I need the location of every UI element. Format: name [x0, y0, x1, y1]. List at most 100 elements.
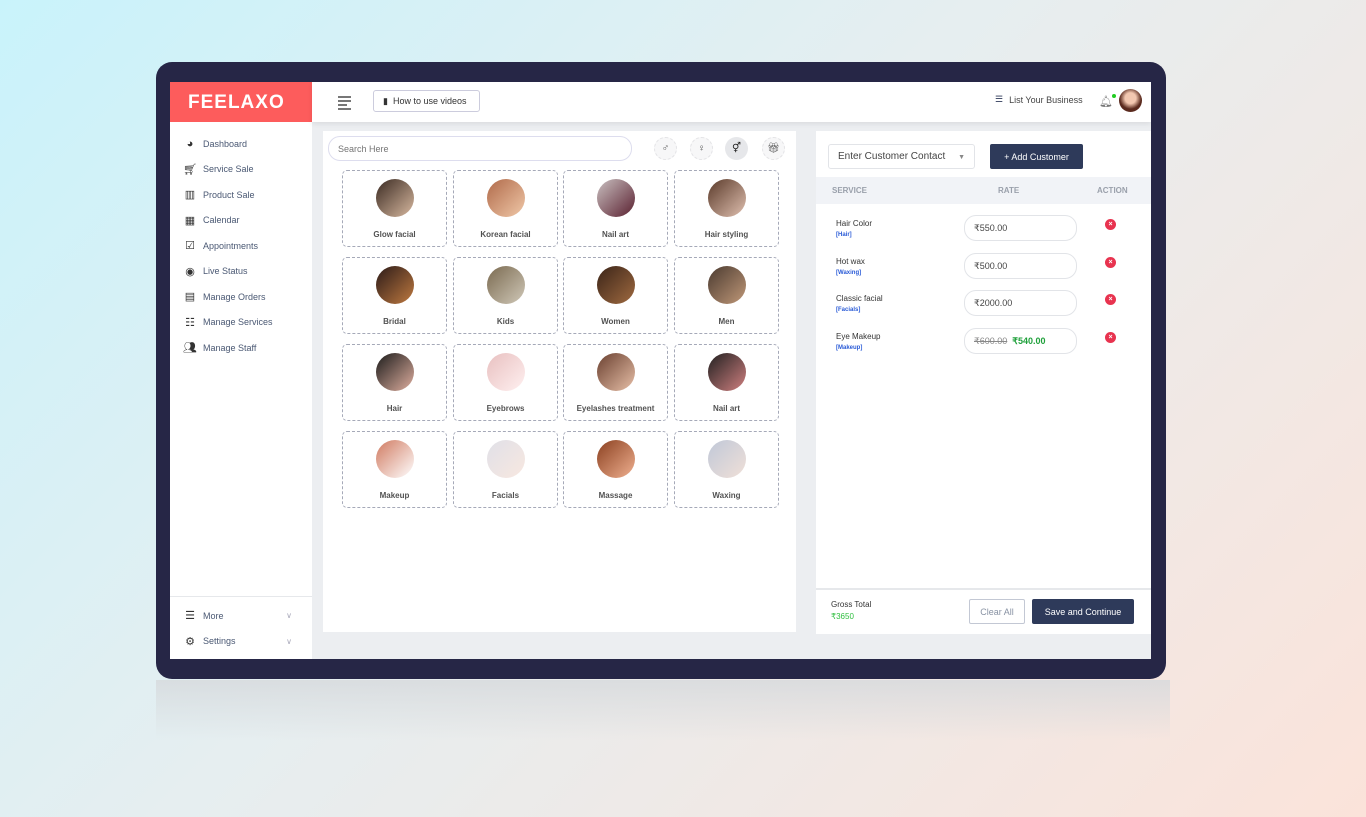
list-business-link[interactable]: ☰ List Your Business [995, 94, 1083, 105]
category-label: Eyelashes treatment [576, 404, 655, 413]
save-continue-button[interactable]: Save and Continue [1032, 599, 1134, 624]
bell-icon[interactable]: 🔔︎ [1099, 94, 1116, 108]
header-action: ACTION [1097, 186, 1128, 195]
sidebar-item-dashboard[interactable]: ◕ Dashboard [170, 131, 312, 157]
service-name: Hair Color [836, 219, 873, 228]
category-label: Hair styling [704, 230, 749, 239]
filter-unisex-button[interactable]: ⚥ [725, 137, 748, 160]
service-category: [Makeup] [836, 344, 863, 351]
category-image [375, 440, 414, 478]
service-name: Classic facial [836, 294, 883, 303]
cart-icon: 🛒︎ [183, 163, 197, 176]
sidebar-item-settings[interactable]: ⚙ Settings ∨ [170, 629, 312, 655]
category-card[interactable]: Korean facial [453, 170, 558, 247]
table-row: Classic facial [Facials] ₹2000.00 × [816, 290, 1151, 332]
list-icon: ☷ [185, 316, 195, 329]
rate-input[interactable]: ₹550.00 [964, 215, 1077, 241]
gift-icon: 🎁︎ [767, 143, 780, 154]
category-card[interactable]: Men [674, 257, 779, 334]
category-label: Korean facial [480, 230, 531, 239]
topbar: ▮ How to use videos ☰ List Your Business 🔔… [312, 82, 1151, 122]
customer-contact-select[interactable]: Enter Customer Contact ▼ [828, 144, 975, 169]
table-header: SERVICE RATE ACTION [816, 177, 1151, 204]
category-card[interactable]: Nail art [674, 344, 779, 421]
category-image [707, 440, 746, 478]
category-label: Nail art [601, 230, 630, 239]
header-service: SERVICE [832, 186, 867, 195]
table-row: Hair Color [Hair] ₹550.00 × [816, 215, 1151, 257]
chevron-down-icon: ▼ [958, 154, 965, 161]
logo: FEELAXO [170, 82, 312, 122]
rate-input[interactable]: ₹500.00 [964, 252, 1077, 279]
category-image [375, 353, 414, 391]
category-card[interactable]: Hair styling [674, 170, 779, 247]
sidebar-item-appointments[interactable]: ☑ Appointments [170, 233, 312, 259]
sidebar-item-manage-services[interactable]: ☷ Manage Services [170, 310, 312, 336]
how-to-videos-button[interactable]: ▮ How to use videos [373, 90, 480, 112]
sidebar-item-live-status[interactable]: ◉ Live Status [170, 259, 312, 285]
sidebar-item-more[interactable]: ☰ More ∨ [170, 603, 312, 629]
table-row: Hot wax [Waxing] ₹500.00 × [816, 252, 1151, 295]
chevron-down-icon: ∨ [286, 636, 292, 646]
category-card[interactable]: Waxing [674, 431, 779, 508]
add-customer-button[interactable]: + Add Customer [990, 144, 1083, 169]
category-label: Nail art [712, 404, 741, 413]
sidebar-item-calendar[interactable]: ▦ Calendar [170, 208, 312, 234]
hamburger-menu-icon[interactable] [338, 96, 351, 112]
gauge-icon: ◕ [186, 137, 194, 150]
category-card[interactable]: Bridal [342, 257, 447, 334]
category-label: Facials [491, 491, 520, 500]
filter-gift-button[interactable]: 🎁︎ [762, 137, 785, 160]
eye-icon: ◉ [185, 265, 195, 278]
category-image [707, 179, 746, 217]
sidebar-item-manage-orders[interactable]: ▤ Manage Orders [170, 284, 312, 310]
sidebar-item-service-sale[interactable]: 🛒︎ Service Sale [170, 157, 312, 183]
server-icon: ☰ [995, 94, 1004, 104]
category-card[interactable]: Eyebrows [453, 344, 558, 421]
rate-input[interactable]: ₹600.00 ₹540.00 [964, 327, 1077, 354]
category-card[interactable]: Women [563, 257, 668, 334]
category-card[interactable]: Kids [453, 257, 558, 334]
category-card[interactable]: Eyelashes treatment [563, 344, 668, 421]
category-image [596, 266, 635, 304]
remove-icon[interactable]: × [1105, 219, 1116, 230]
search-input[interactable] [328, 136, 632, 161]
category-card[interactable]: Glow facial [342, 170, 447, 247]
filter-male-button[interactable]: ♂ [654, 137, 677, 160]
category-image [596, 179, 635, 217]
sidebar: ◕ Dashboard 🛒︎ Service Sale ▥ Product Sale ▦ Ca… [170, 122, 312, 659]
old-rate: ₹600.00 [974, 335, 1008, 346]
chevron-down-icon: ∨ [286, 611, 292, 621]
category-image [375, 266, 414, 304]
category-image [596, 440, 635, 478]
category-card[interactable]: Facials [453, 431, 558, 508]
category-card[interactable]: Makeup [342, 431, 447, 508]
remove-icon[interactable]: × [1105, 256, 1116, 268]
services-panel: ♂ ♀ ⚥ 🎁︎ Glow facial Korean facial Nail art Ha… [323, 131, 796, 632]
category-label: Men [718, 317, 735, 326]
sidebar-item-manage-staff[interactable]: 👥︎ Manage Staff [170, 335, 312, 361]
category-image [486, 353, 525, 391]
category-label: Eyebrows [486, 404, 525, 413]
sidebar-item-label: Appointments [203, 240, 259, 251]
avatar[interactable] [1119, 89, 1142, 112]
sidebar-item-product-sale[interactable]: ▥ Product Sale [170, 182, 312, 208]
cart-panel: Enter Customer Contact ▼ + Add Customer S… [816, 131, 1151, 632]
category-card[interactable]: Hair [342, 344, 447, 421]
clear-all-button[interactable]: Clear All [969, 599, 1025, 624]
sidebar-item-label: Dashboard [203, 138, 248, 149]
remove-icon[interactable]: × [1105, 294, 1116, 305]
gross-total-label: Gross Total [831, 600, 872, 609]
category-image [486, 266, 525, 304]
sidebar-item-label: Settings [203, 636, 236, 647]
category-card[interactable]: Massage [563, 431, 668, 508]
category-image [707, 266, 746, 304]
category-image [486, 440, 525, 478]
male-icon: ♂ [661, 143, 670, 154]
rate-input[interactable]: ₹2000.00 [964, 290, 1077, 316]
filter-female-button[interactable]: ♀ [690, 137, 713, 160]
category-card[interactable]: Nail art [563, 170, 668, 247]
table-row: Eye Makeup [Makeup] ₹600.00 ₹540.00 × [816, 327, 1151, 370]
remove-icon[interactable]: × [1105, 331, 1116, 343]
category-label: Massage [598, 491, 633, 500]
